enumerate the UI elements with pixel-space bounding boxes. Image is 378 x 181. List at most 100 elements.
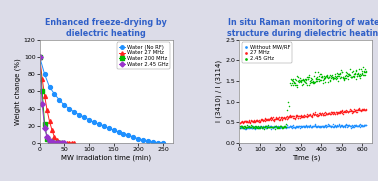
2.45 GHz <box>343 77 349 80</box>
Without MW/RF <box>299 126 305 129</box>
Without MW/RF <box>240 125 246 128</box>
Without MW/RF <box>270 125 276 128</box>
Without MW/RF <box>334 125 340 128</box>
2.45 GHz <box>280 125 286 128</box>
27 MHz <box>324 112 330 115</box>
27 MHz <box>265 118 271 121</box>
27 MHz <box>310 112 316 115</box>
27 MHz <box>361 108 367 111</box>
X-axis label: Time (s): Time (s) <box>291 155 320 161</box>
2.45 GHz <box>357 77 363 79</box>
27 MHz <box>351 109 357 112</box>
Without MW/RF <box>237 126 243 129</box>
27 MHz <box>321 111 327 114</box>
27 MHz <box>296 115 302 118</box>
Water 2.45 GHz <box>40 103 45 105</box>
27 MHz <box>279 115 285 118</box>
Without MW/RF <box>354 125 360 127</box>
27 MHz <box>301 114 307 117</box>
27 MHz <box>247 121 253 124</box>
Without MW/RF <box>286 126 292 129</box>
Without MW/RF <box>255 126 261 129</box>
27 MHz <box>264 118 270 121</box>
2.45 GHz <box>324 75 330 78</box>
27 MHz <box>265 118 271 121</box>
2.45 GHz <box>257 126 263 129</box>
Without MW/RF <box>265 125 271 128</box>
2.45 GHz <box>270 125 276 128</box>
2.45 GHz <box>290 83 296 86</box>
2.45 GHz <box>242 125 248 128</box>
27 MHz <box>359 109 365 112</box>
27 MHz <box>271 118 277 121</box>
Without MW/RF <box>264 125 270 128</box>
27 MHz <box>262 117 268 120</box>
2.45 GHz <box>298 80 304 83</box>
27 MHz <box>280 117 286 119</box>
Without MW/RF <box>243 127 249 130</box>
27 MHz <box>300 115 306 118</box>
Without MW/RF <box>299 126 305 129</box>
Water (No RF) <box>136 138 141 140</box>
2.45 GHz <box>288 79 294 82</box>
Without MW/RF <box>309 125 315 128</box>
Without MW/RF <box>287 125 293 127</box>
2.45 GHz <box>312 80 318 83</box>
Water 2.45 GHz <box>60 142 64 144</box>
2.45 GHz <box>324 74 330 77</box>
Without MW/RF <box>248 126 254 129</box>
2.45 GHz <box>363 69 369 72</box>
Water 27 MHz <box>55 139 59 142</box>
Without MW/RF <box>335 125 341 128</box>
Without MW/RF <box>327 125 333 128</box>
2.45 GHz <box>268 126 274 129</box>
2.45 GHz <box>283 125 289 128</box>
2.45 GHz <box>252 127 258 130</box>
27 MHz <box>256 120 262 123</box>
Water 27 MHz <box>37 56 42 58</box>
Without MW/RF <box>325 124 331 127</box>
27 MHz <box>314 114 320 117</box>
2.45 GHz <box>346 73 352 75</box>
Without MW/RF <box>326 124 332 127</box>
2.45 GHz <box>335 74 341 77</box>
27 MHz <box>301 113 307 116</box>
Without MW/RF <box>330 126 336 129</box>
2.45 GHz <box>288 77 294 80</box>
2.45 GHz <box>267 125 273 128</box>
27 MHz <box>277 118 284 121</box>
Without MW/RF <box>343 123 349 126</box>
Without MW/RF <box>336 126 342 129</box>
Without MW/RF <box>292 125 298 128</box>
Without MW/RF <box>295 125 301 127</box>
Water (No RF) <box>96 123 101 125</box>
27 MHz <box>353 111 359 114</box>
2.45 GHz <box>276 126 282 129</box>
2.45 GHz <box>314 79 320 82</box>
27 MHz <box>361 108 367 111</box>
2.45 GHz <box>293 84 299 87</box>
Without MW/RF <box>237 126 243 129</box>
27 MHz <box>339 111 345 114</box>
27 MHz <box>245 120 251 123</box>
Without MW/RF <box>253 126 259 129</box>
2.45 GHz <box>307 83 313 86</box>
27 MHz <box>286 116 292 119</box>
Without MW/RF <box>271 125 277 128</box>
27 MHz <box>241 121 247 124</box>
27 MHz <box>251 120 257 123</box>
Without MW/RF <box>251 127 257 129</box>
2.45 GHz <box>355 71 361 74</box>
27 MHz <box>268 116 274 119</box>
27 MHz <box>317 113 323 115</box>
27 MHz <box>296 115 302 118</box>
27 MHz <box>313 113 319 116</box>
Without MW/RF <box>290 124 296 127</box>
27 MHz <box>322 110 328 113</box>
Without MW/RF <box>249 126 256 129</box>
27 MHz <box>345 110 352 113</box>
27 MHz <box>264 119 270 121</box>
Without MW/RF <box>276 126 282 129</box>
Without MW/RF <box>260 125 266 128</box>
Without MW/RF <box>268 125 274 128</box>
